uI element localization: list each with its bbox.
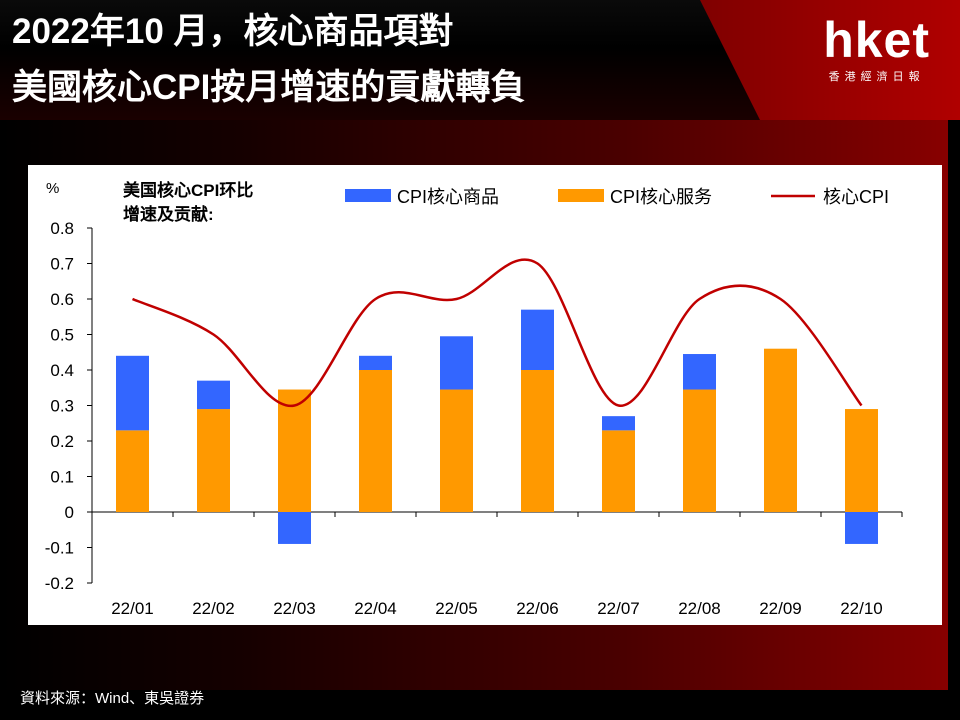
x-tick-label: 22/02 xyxy=(192,599,235,618)
y-tick-label: 0.8 xyxy=(50,219,74,238)
bar-core-goods xyxy=(521,309,554,370)
chart-svg: 0.8 0.7 0.6 0.5 0.4 0.3 0.2 0.1 0 -0.1 -0.2 22/01 22… xyxy=(45,180,903,618)
legend-swatch xyxy=(345,189,391,202)
y-unit-label: % xyxy=(46,180,59,197)
legend-label: 核心CPI xyxy=(823,187,889,207)
bar-core-goods xyxy=(602,416,635,431)
y-tick-label: 0.4 xyxy=(50,361,74,380)
bar-core-services xyxy=(440,389,473,512)
legend-label: CPI核心商品 xyxy=(397,187,499,207)
y-tick-label: 0.2 xyxy=(50,432,74,451)
y-tick-label: 0.5 xyxy=(50,326,74,345)
x-tick-label: 22/07 xyxy=(597,599,640,618)
title-line-1: 2022年10 月，核心商品項對 xyxy=(12,12,454,51)
right-band xyxy=(948,120,960,690)
x-tick-label: 22/01 xyxy=(111,599,154,618)
bar-core-services xyxy=(359,370,392,512)
source-note: 資料來源：Wind、東吳證券 xyxy=(20,690,205,707)
header: 2022年10 月，核心商品項對 美國核心CPI按月增速的貢獻轉負 hket 香… xyxy=(0,0,960,120)
y-tick-label: 0.1 xyxy=(50,468,74,487)
chart-title: 增速及贡献: xyxy=(123,204,214,224)
bar-core-goods xyxy=(197,380,230,410)
bar-core-services xyxy=(197,409,230,512)
bar-core-goods xyxy=(278,512,311,544)
bar-core-goods xyxy=(440,336,473,390)
bar-core-services xyxy=(278,389,311,512)
bar-core-goods xyxy=(359,355,392,370)
x-tick-label: 22/03 xyxy=(273,599,316,618)
y-tick-label: -0.1 xyxy=(45,539,74,558)
line-core-cpi xyxy=(131,258,863,407)
legend-swatch xyxy=(558,189,604,202)
x-tick-label: 22/04 xyxy=(354,599,397,618)
chart-panel: 0.8 0.7 0.6 0.5 0.4 0.3 0.2 0.1 0 -0.1 -0.2 22/01 22… xyxy=(28,165,942,625)
title-line-2: 美國核心CPI按月增速的貢獻轉負 xyxy=(12,68,526,107)
y-tick-label: 0.3 xyxy=(50,397,74,416)
bar-core-goods xyxy=(845,512,878,544)
bar-core-services xyxy=(521,370,554,512)
bar-core-services xyxy=(683,389,716,512)
bar-core-goods xyxy=(116,355,149,431)
y-tick-label: -0.2 xyxy=(45,574,74,593)
chart-title: 美国核心CPI环比 xyxy=(123,180,253,200)
x-tick-label: 22/09 xyxy=(759,599,802,618)
bar-core-services xyxy=(845,409,878,512)
title-band xyxy=(0,0,760,120)
bar-core-services xyxy=(764,348,797,512)
x-tick-label: 22/06 xyxy=(516,599,559,618)
bar-core-goods xyxy=(683,354,716,390)
logo-subtext: 香港經濟日報 xyxy=(828,71,925,83)
x-tick-label: 22/08 xyxy=(678,599,721,618)
y-tick-label: 0 xyxy=(65,503,74,522)
legend-label: CPI核心服务 xyxy=(610,187,712,207)
bar-core-services xyxy=(116,430,149,512)
y-tick-label: 0.6 xyxy=(50,290,74,309)
logo-text: hket xyxy=(823,12,930,68)
y-tick-label: 0.7 xyxy=(50,255,74,274)
bar-core-services xyxy=(602,430,635,512)
x-tick-label: 22/10 xyxy=(840,599,883,618)
x-tick-label: 22/05 xyxy=(435,599,478,618)
hket-logo: hket 香港經濟日報 xyxy=(823,14,930,84)
